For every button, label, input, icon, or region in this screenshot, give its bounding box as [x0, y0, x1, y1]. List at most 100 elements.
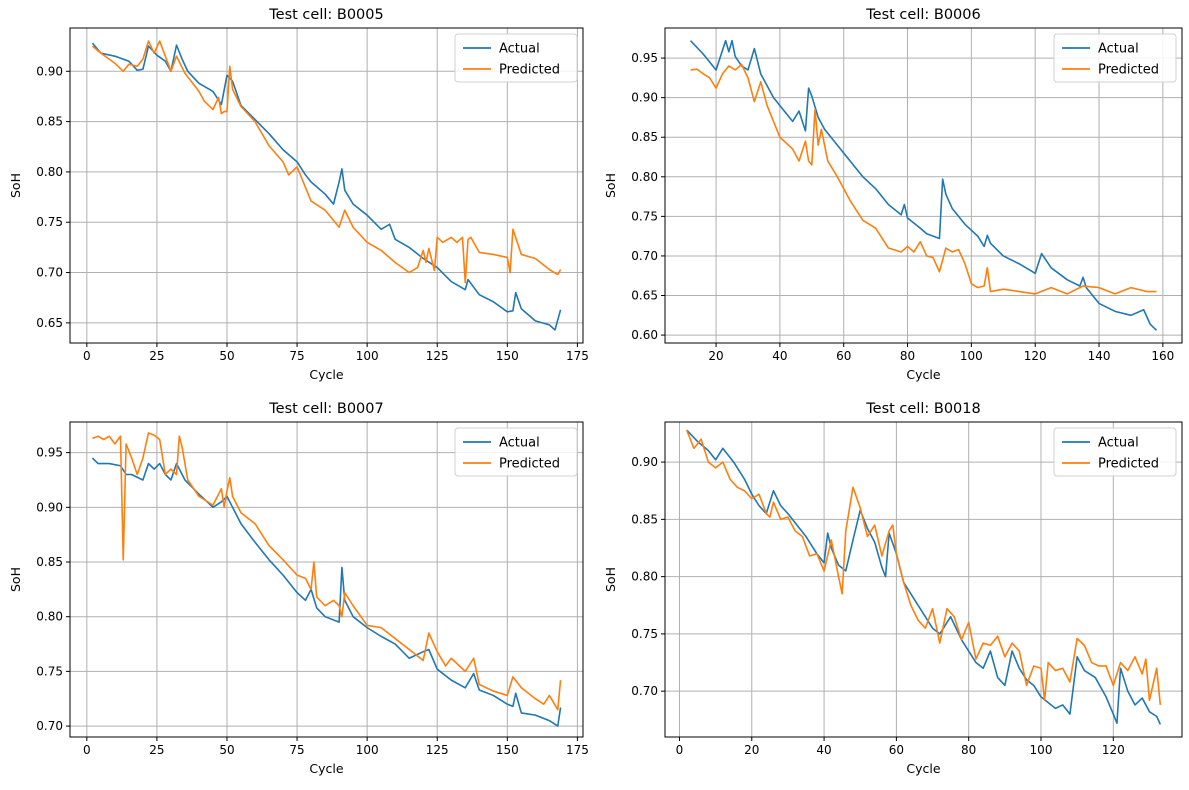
legend-label-predicted: Predicted — [499, 457, 560, 472]
x-axis-label: Cycle — [309, 367, 343, 382]
x-tick-label: 175 — [566, 349, 589, 363]
x-axis-label: Cycle — [309, 761, 343, 776]
x-tick-label: 25 — [149, 743, 164, 757]
y-tick-label: 0.75 — [631, 209, 658, 223]
x-tick-label: 60 — [889, 743, 904, 757]
y-tick-label: 0.85 — [631, 512, 658, 526]
y-axis-label: SoH — [603, 173, 618, 198]
legend-box — [1053, 427, 1177, 477]
subplot-2: 20 40 60 80 100 120 140 160 0.60 0.65 0.70 0.75 0.80… — [603, 7, 1183, 382]
y-tick-label: 0.85 — [36, 555, 63, 569]
x-tick-label: 20 — [744, 743, 759, 757]
y-tick-label: 0.95 — [631, 51, 658, 65]
axes-frame — [69, 27, 584, 344]
y-tick-label: 0.70 — [36, 719, 63, 733]
subplot-1: 0 25 50 75 100 125 150 175 0.65 0.70 0.75 0.80 0.85 0… — [8, 7, 589, 382]
y-axis-label: SoH — [8, 173, 23, 198]
legend: Actual Predicted — [1053, 427, 1177, 477]
y-tick-label: 0.80 — [36, 610, 63, 624]
legend-label-predicted: Predicted — [499, 63, 560, 78]
subplot-3: 0 25 50 75 100 125 150 175 0.70 0.75 0.80 0.85 0.90 0… — [8, 401, 589, 776]
legend-label-predicted: Predicted — [1098, 457, 1159, 472]
series-line-predicted — [690, 63, 1157, 295]
y-tick-label: 0.75 — [36, 215, 63, 229]
y-tick-label: 0.80 — [36, 165, 63, 179]
x-axis-label: Cycle — [906, 367, 940, 382]
y-axis-label: SoH — [8, 567, 23, 592]
x-tick-label: 50 — [219, 743, 234, 757]
x-tick-label: 175 — [566, 743, 589, 757]
legend-label-actual: Actual — [499, 436, 540, 451]
x-tick-label: 80 — [961, 743, 976, 757]
legend: Actual Predicted — [454, 33, 578, 83]
axes-frame — [69, 421, 584, 738]
legend-label-actual: Actual — [499, 42, 540, 57]
series-line-predicted — [685, 429, 1162, 706]
legend-label-actual: Actual — [1098, 436, 1139, 451]
subplot-title: Test cell: B0018 — [865, 401, 980, 417]
subplot-title: Test cell: B0007 — [268, 401, 383, 417]
x-tick-label: 140 — [1088, 349, 1111, 363]
x-tick-label: 25 — [149, 349, 164, 363]
y-tick-label: 0.90 — [631, 91, 658, 105]
x-tick-label: 40 — [772, 349, 787, 363]
x-axis-label: Cycle — [906, 761, 940, 776]
series-line-actual — [686, 429, 1162, 725]
subplot-title: Test cell: B0006 — [865, 7, 980, 23]
y-tick-label: 0.95 — [36, 446, 63, 460]
series-line-predicted — [92, 432, 562, 711]
y-tick-label: 0.65 — [36, 316, 63, 330]
x-tick-label: 40 — [816, 743, 831, 757]
axes-frame — [664, 421, 1183, 738]
y-tick-label: 0.65 — [631, 289, 658, 303]
x-tick-label: 120 — [1024, 349, 1047, 363]
x-tick-label: 100 — [356, 743, 379, 757]
y-tick-label: 0.90 — [36, 64, 63, 78]
legend-box — [454, 33, 578, 83]
x-tick-label: 125 — [426, 349, 449, 363]
x-tick-label: 125 — [426, 743, 449, 757]
x-tick-label: 75 — [289, 349, 304, 363]
y-tick-label: 0.70 — [631, 249, 658, 263]
y-tick-label: 0.80 — [631, 170, 658, 184]
y-tick-label: 0.80 — [631, 570, 658, 584]
legend-box — [1053, 33, 1177, 83]
legend-label-actual: Actual — [1098, 42, 1139, 57]
x-tick-label: 120 — [1102, 743, 1125, 757]
x-tick-label: 160 — [1151, 349, 1174, 363]
x-tick-label: 150 — [496, 349, 519, 363]
y-tick-label: 0.70 — [631, 684, 658, 698]
series-line-actual — [689, 39, 1158, 331]
x-tick-label: 50 — [219, 349, 234, 363]
y-tick-label: 0.85 — [36, 115, 63, 129]
legend: Actual Predicted — [1053, 33, 1177, 83]
x-tick-label: 0 — [83, 743, 91, 757]
y-tick-label: 0.60 — [631, 328, 658, 342]
y-tick-label: 0.85 — [631, 130, 658, 144]
x-tick-label: 80 — [900, 349, 915, 363]
subplot-4: 0 20 40 60 80 100 120 0.70 0.75 0.80 0.85 0.90 Test … — [603, 401, 1183, 776]
y-tick-label: 0.75 — [36, 664, 63, 678]
axes-frame — [664, 27, 1183, 344]
legend-label-predicted: Predicted — [1098, 63, 1159, 78]
series-line-actual — [91, 42, 562, 331]
subplot-title: Test cell: B0005 — [268, 7, 383, 23]
x-tick-label: 100 — [1030, 743, 1053, 757]
x-tick-label: 75 — [289, 743, 304, 757]
x-tick-label: 150 — [496, 743, 519, 757]
y-axis-label: SoH — [603, 567, 618, 592]
y-tick-label: 0.90 — [631, 455, 658, 469]
legend: Actual Predicted — [454, 427, 578, 477]
x-tick-label: 100 — [960, 349, 983, 363]
y-tick-label: 0.90 — [36, 500, 63, 514]
series-line-predicted — [91, 40, 562, 284]
series-line-actual — [91, 457, 562, 727]
x-tick-label: 0 — [83, 349, 91, 363]
x-tick-label: 20 — [708, 349, 723, 363]
y-tick-label: 0.75 — [631, 627, 658, 641]
x-tick-label: 100 — [356, 349, 379, 363]
x-tick-label: 60 — [836, 349, 851, 363]
legend-box — [454, 427, 578, 477]
y-tick-label: 0.70 — [36, 266, 63, 280]
